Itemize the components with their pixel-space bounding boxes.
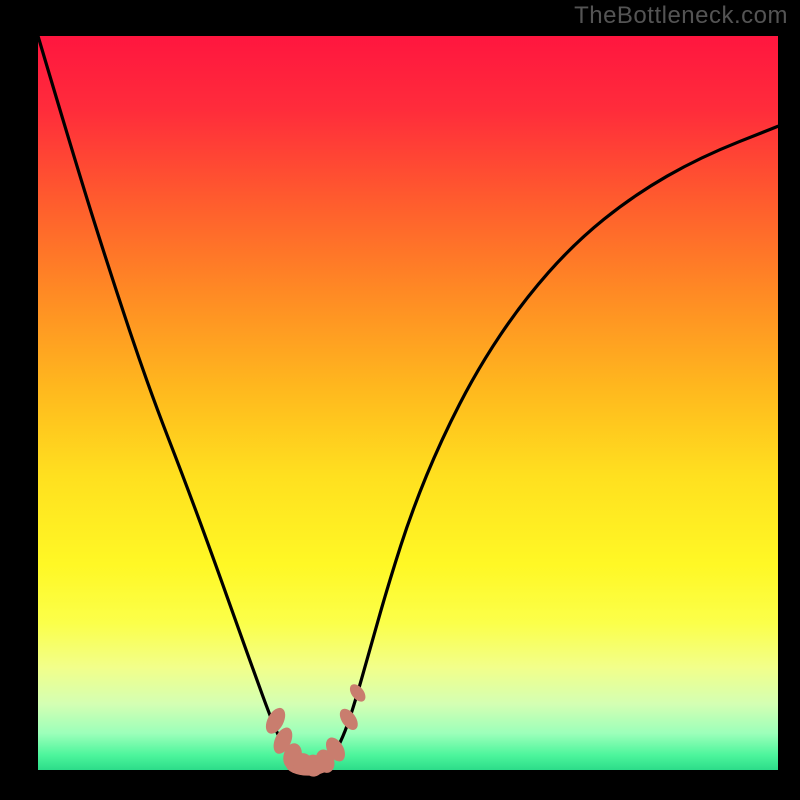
plot-background	[38, 36, 778, 770]
chart-frame: TheBottleneck.com	[0, 0, 800, 800]
bottleneck-chart	[0, 0, 800, 800]
watermark-label: TheBottleneck.com	[574, 2, 788, 30]
